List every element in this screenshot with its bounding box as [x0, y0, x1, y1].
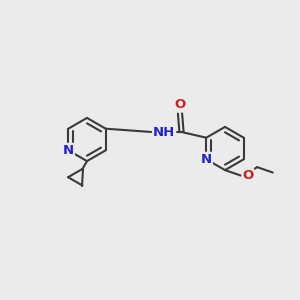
- Text: N: N: [201, 153, 212, 166]
- Text: N: N: [63, 144, 74, 157]
- Text: NH: NH: [153, 125, 175, 139]
- Text: O: O: [174, 98, 186, 111]
- Text: O: O: [242, 169, 254, 182]
